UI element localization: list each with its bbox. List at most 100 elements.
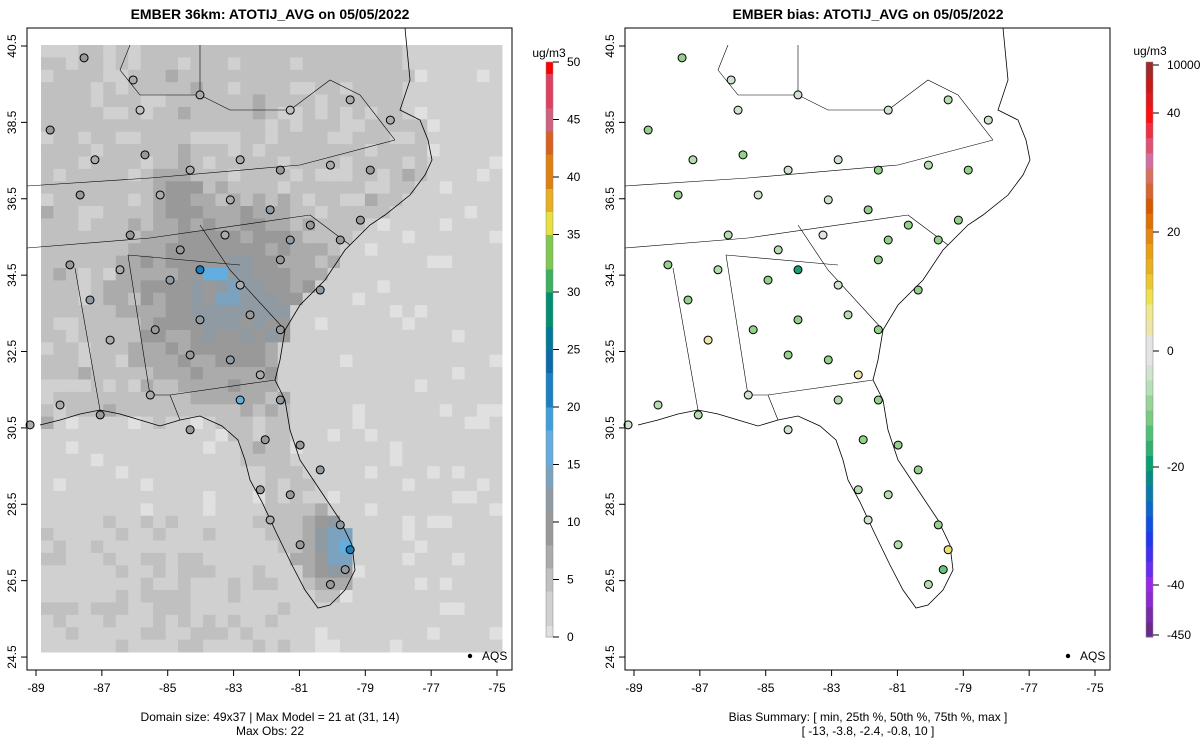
grid-cell — [215, 540, 229, 554]
grid-cell — [452, 639, 466, 653]
grid-cell — [265, 490, 279, 504]
grid-cell — [439, 404, 453, 418]
grid-cell — [364, 379, 378, 393]
grid-cell — [215, 342, 229, 356]
grid-cell — [190, 69, 204, 83]
site-marker — [150, 325, 160, 335]
colorbar-swatch — [546, 108, 553, 120]
grid-cell — [452, 144, 466, 157]
grid-cell — [402, 515, 416, 529]
grid-cell — [190, 391, 204, 405]
grid-cell — [290, 168, 304, 182]
grid-cell — [190, 243, 204, 257]
grid-cell — [190, 367, 204, 380]
grid-cell — [240, 181, 254, 195]
x-tick-label: -87 — [93, 681, 111, 695]
colorbar-swatch — [1146, 531, 1153, 547]
grid-cell — [140, 490, 154, 504]
grid-cell — [389, 639, 403, 653]
grid-cell — [302, 565, 316, 579]
state-boundary — [26, 139, 396, 187]
grid-cell — [140, 590, 154, 603]
grid-cell — [41, 379, 54, 393]
colorbar-swatch — [546, 349, 553, 362]
grid-cell — [128, 193, 142, 207]
grid-cell — [352, 639, 366, 653]
grid-cell — [352, 602, 366, 616]
grid-cell — [41, 255, 54, 269]
grid-cell — [414, 404, 428, 418]
grid-cell — [302, 354, 316, 368]
grid-cell — [178, 82, 192, 96]
grid-cell — [477, 305, 491, 319]
grid-cell — [302, 156, 316, 170]
grid-cell — [215, 317, 229, 331]
site-marker — [195, 315, 205, 325]
colorbar-swatch — [546, 315, 553, 327]
grid-cell — [389, 292, 403, 306]
grid-cell — [227, 69, 241, 83]
grid-cell — [128, 453, 142, 467]
grid-cell — [302, 106, 316, 120]
grid-cell — [265, 94, 279, 108]
grid-cell — [340, 590, 353, 603]
grid-cell — [439, 441, 453, 455]
grid-cell — [240, 379, 254, 393]
grid-cell — [315, 429, 329, 442]
grid-cell — [452, 367, 466, 380]
grid-cell — [389, 267, 403, 281]
grid-cell — [315, 614, 329, 628]
grid-cell — [153, 181, 167, 195]
grid-cell — [377, 218, 391, 232]
grid-cell — [364, 69, 378, 83]
grid-cell — [439, 206, 453, 219]
grid-cell — [315, 342, 329, 356]
grid-cell — [165, 230, 179, 244]
grid-cell — [277, 69, 291, 83]
grid-cell — [327, 69, 341, 83]
grid-cell — [153, 577, 167, 591]
grid-cell — [103, 466, 117, 480]
grid-cell — [41, 94, 54, 108]
grid-cell — [153, 627, 167, 641]
grid-cell — [140, 82, 154, 96]
grid-cell — [427, 490, 441, 504]
grid-cell — [414, 565, 428, 579]
grid-cell — [153, 528, 167, 542]
grid-cell — [414, 627, 428, 641]
site-marker — [125, 230, 135, 240]
grid-cell — [414, 156, 428, 170]
grid-cell — [252, 69, 266, 83]
grid-cell — [452, 590, 466, 603]
grid-cell — [315, 243, 329, 257]
grid-cell — [427, 69, 441, 83]
state-boundary — [119, 69, 396, 141]
grid-cell — [439, 329, 453, 343]
grid-cell — [240, 503, 254, 517]
grid-cell — [364, 639, 378, 653]
grid-cell — [377, 552, 391, 566]
site-marker — [65, 260, 75, 270]
grid-cell — [178, 181, 192, 195]
grid-cell — [53, 317, 67, 331]
grid-cell — [464, 565, 478, 579]
grid-cell — [265, 528, 279, 542]
grid-cell — [265, 267, 279, 281]
grid-cell — [377, 577, 391, 591]
grid-cell — [427, 367, 441, 380]
grid-cell — [103, 45, 117, 58]
grid-cell — [41, 106, 54, 120]
grid-cell — [252, 144, 266, 157]
grid-cell — [65, 379, 79, 393]
grid-cell — [53, 391, 67, 405]
site-marker — [285, 490, 295, 500]
grid-cell — [252, 193, 266, 207]
site-marker — [295, 440, 305, 450]
grid-cell — [178, 305, 192, 319]
grid-cell — [190, 639, 204, 653]
grid-cell — [290, 614, 304, 628]
grid-cell — [414, 552, 428, 566]
site-marker — [265, 205, 275, 215]
grid-cell — [53, 144, 67, 157]
grid-cell — [41, 590, 54, 603]
